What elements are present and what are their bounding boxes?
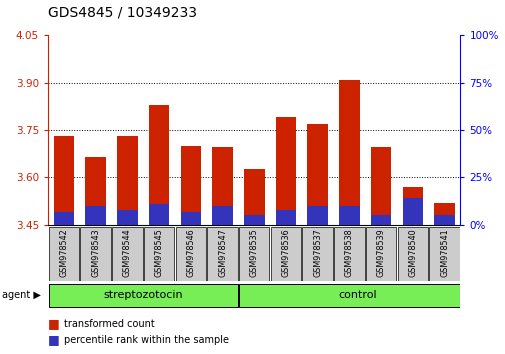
Bar	[402, 198, 422, 225]
Bar	[85, 157, 106, 225]
Bar	[370, 147, 391, 225]
Bar	[433, 215, 454, 225]
Bar	[338, 80, 359, 225]
Bar	[429, 227, 459, 281]
Text: control: control	[337, 290, 376, 300]
Bar	[117, 210, 137, 225]
Text: GSM978543: GSM978543	[91, 229, 100, 277]
Text: ■: ■	[48, 333, 60, 346]
Bar	[370, 215, 391, 225]
Bar	[238, 227, 269, 281]
Text: agent ▶: agent ▶	[2, 290, 40, 300]
Bar	[48, 227, 79, 281]
Bar	[302, 227, 332, 281]
Bar	[54, 212, 74, 225]
Text: GSM978536: GSM978536	[281, 229, 290, 277]
Bar	[333, 227, 364, 281]
Bar	[212, 147, 232, 225]
Bar	[307, 206, 327, 225]
Text: ■: ■	[48, 318, 60, 330]
Bar	[148, 204, 169, 225]
Bar	[243, 169, 264, 225]
Text: GSM978547: GSM978547	[218, 229, 227, 277]
Bar	[175, 227, 206, 281]
Text: GSM978545: GSM978545	[155, 229, 163, 277]
Bar	[212, 206, 232, 225]
Text: GSM978546: GSM978546	[186, 229, 195, 277]
Bar	[180, 212, 200, 225]
Bar	[143, 227, 174, 281]
Text: streptozotocin: streptozotocin	[103, 290, 183, 300]
Bar	[117, 136, 137, 225]
Text: GSM978540: GSM978540	[408, 229, 417, 277]
Bar	[270, 227, 300, 281]
Text: GSM978542: GSM978542	[59, 229, 68, 277]
Bar	[54, 136, 74, 225]
Bar	[85, 206, 106, 225]
Bar	[112, 227, 142, 281]
Text: GSM978537: GSM978537	[313, 229, 322, 277]
Text: GDS4845 / 10349233: GDS4845 / 10349233	[48, 5, 196, 19]
Bar	[307, 124, 327, 225]
Text: percentile rank within the sample: percentile rank within the sample	[64, 335, 229, 345]
Bar	[180, 146, 200, 225]
Bar	[207, 227, 237, 281]
Bar	[275, 210, 296, 225]
Bar	[338, 206, 359, 225]
Bar	[243, 215, 264, 225]
Bar	[275, 118, 296, 225]
Bar	[365, 227, 395, 281]
Text: GSM978538: GSM978538	[344, 229, 353, 277]
Bar	[397, 227, 427, 281]
Bar	[48, 284, 237, 307]
Bar	[148, 105, 169, 225]
Bar	[80, 227, 111, 281]
Text: GSM978539: GSM978539	[376, 229, 385, 277]
Bar	[238, 284, 475, 307]
Text: GSM978544: GSM978544	[123, 229, 132, 277]
Text: GSM978541: GSM978541	[439, 229, 448, 277]
Bar	[433, 203, 454, 225]
Text: GSM978535: GSM978535	[249, 229, 258, 277]
Bar	[402, 187, 422, 225]
Text: transformed count: transformed count	[64, 319, 155, 329]
